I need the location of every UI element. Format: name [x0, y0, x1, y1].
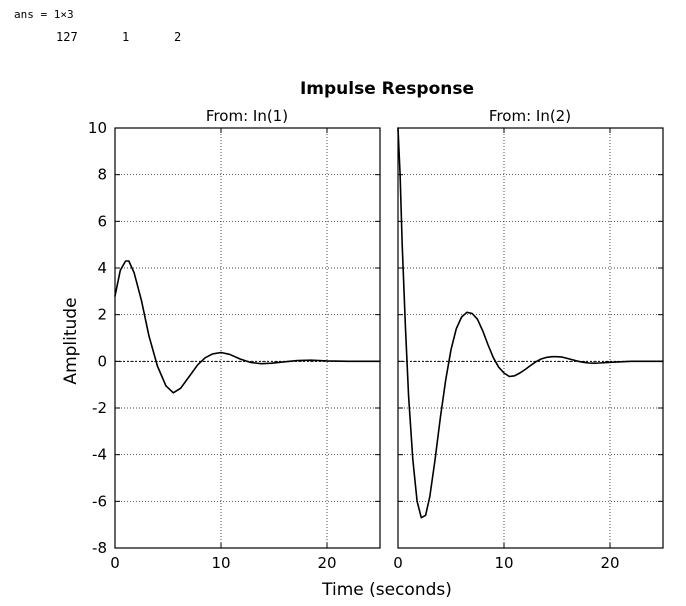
- y-tick-label: -2: [92, 399, 107, 417]
- y-tick-label: 0: [97, 352, 107, 370]
- x-axis-label: Time (seconds): [321, 580, 452, 600]
- console-value: 1: [122, 30, 130, 44]
- panel-subtitle-2: From: In(2): [489, 107, 571, 125]
- x-tick-label: 20: [600, 554, 619, 572]
- console-output: ans = 1×3: [14, 6, 74, 23]
- panel-2: 0 10 20: [393, 127, 664, 572]
- series-line-1: [114, 260, 381, 394]
- console-value: 2: [174, 30, 182, 44]
- y-tick-label: 8: [97, 166, 107, 184]
- x-tick-label: 0: [110, 554, 120, 572]
- panel-1: -8 -6 -4 -2 0 2 4 6 8 10 0 10 20: [88, 119, 381, 572]
- y-tick-label: -8: [92, 539, 107, 557]
- y-tick-label: 4: [97, 259, 107, 277]
- series-line-2: [397, 127, 664, 519]
- y-tick-label: -6: [92, 492, 107, 510]
- plot-layer: -8 -6 -4 -2 0 2 4 6 8 10 0 10 20 0 10 20: [88, 119, 664, 572]
- plot-frame: [397, 127, 664, 549]
- console-ans-line: ans = 1×3: [14, 8, 74, 21]
- chart-title: Impulse Response: [300, 79, 474, 99]
- y-tick-label: 10: [88, 119, 107, 137]
- x-tick-label: 20: [317, 554, 336, 572]
- x-tick-label: 0: [393, 554, 403, 572]
- plot-frame: [114, 127, 381, 549]
- panel-subtitle-1: From: In(1): [206, 107, 288, 125]
- y-tick-label: 6: [97, 212, 107, 230]
- y-tick-label: 2: [97, 306, 107, 324]
- x-tick-label: 10: [494, 554, 513, 572]
- x-tick-label: 10: [211, 554, 230, 572]
- y-axis-label: Amplitude: [61, 297, 81, 384]
- y-tick-label: -4: [92, 446, 107, 464]
- console-value: 127: [56, 30, 78, 44]
